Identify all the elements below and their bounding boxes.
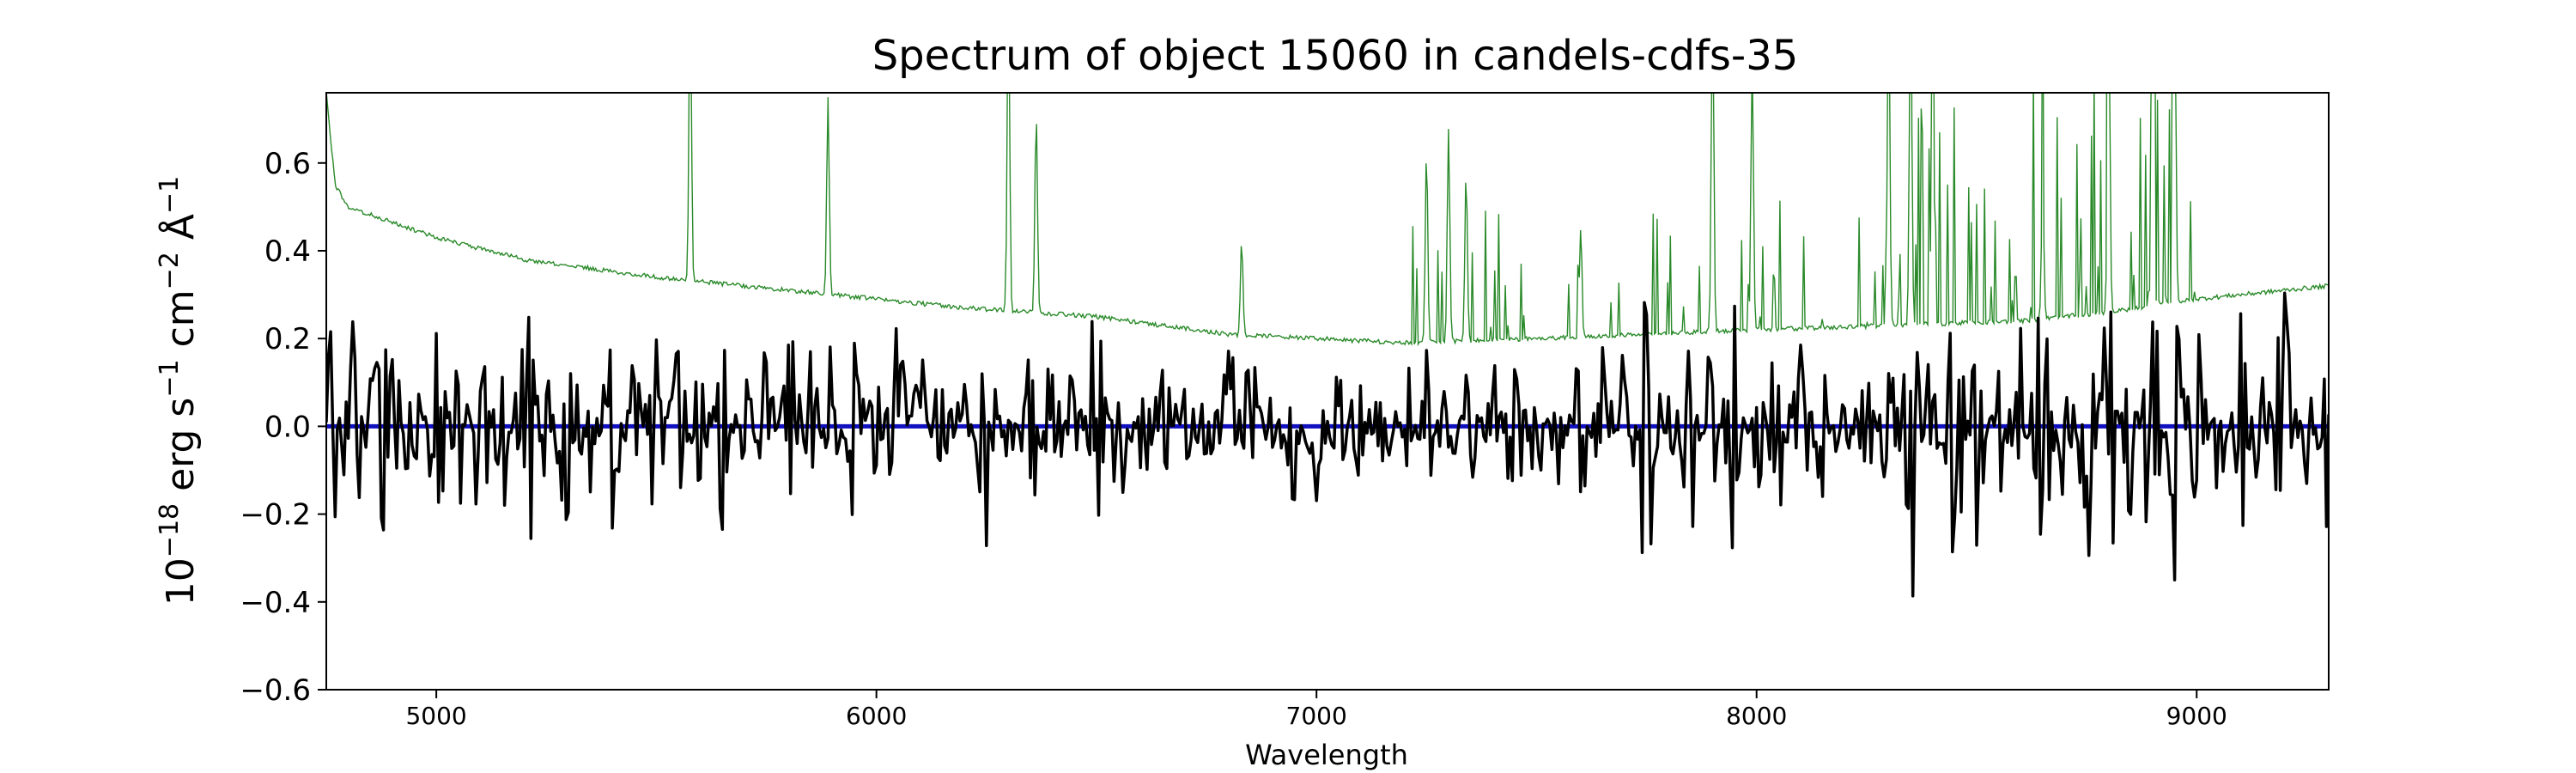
y-tick-label: 0.2	[264, 322, 311, 356]
y-tick-label: 0.4	[264, 234, 311, 269]
y-label-exp3: −2	[155, 252, 185, 289]
y-axis: −0.6 −0.4 −0.2 0.0 0.2 0.4 0.6	[240, 147, 326, 708]
y-tick-label: −0.2	[240, 498, 311, 533]
x-tick-label: 9000	[2166, 702, 2227, 730]
y-label-unit1: erg s	[159, 398, 203, 503]
y-tick-label: 0.0	[264, 410, 311, 444]
series-layer	[326, 93, 2329, 598]
x-axis-label: Wavelength	[1245, 739, 1408, 771]
plot-area	[325, 92, 2330, 691]
x-tick-label: 6000	[846, 702, 907, 730]
chart-title: Spectrum of object 15060 in candels-cdfs…	[872, 32, 1799, 80]
y-label-base: 10	[159, 557, 203, 606]
noise-spectrum-line	[326, 93, 2329, 347]
y-tick-label: −0.4	[240, 586, 311, 620]
x-axis: 5000 6000 7000 8000 9000	[405, 690, 2227, 730]
y-label-unit2: cm	[159, 289, 203, 359]
plot-frame	[325, 92, 2330, 691]
y-label-exp: −18	[155, 503, 185, 557]
flux-spectrum-line	[326, 291, 2329, 598]
x-tick-label: 8000	[1726, 702, 1787, 730]
x-tick-label: 5000	[405, 702, 466, 730]
x-tick-label: 7000	[1286, 702, 1347, 730]
y-tick-label: −0.6	[240, 673, 311, 708]
y-tick-label: 0.6	[264, 147, 311, 181]
y-label-exp4: −1	[155, 176, 185, 214]
y-label-exp2: −1	[155, 359, 185, 397]
y-axis-label: 10−18 erg s−1 cm−2 Å−1	[155, 176, 203, 606]
y-label-unit3: Å	[157, 214, 203, 252]
